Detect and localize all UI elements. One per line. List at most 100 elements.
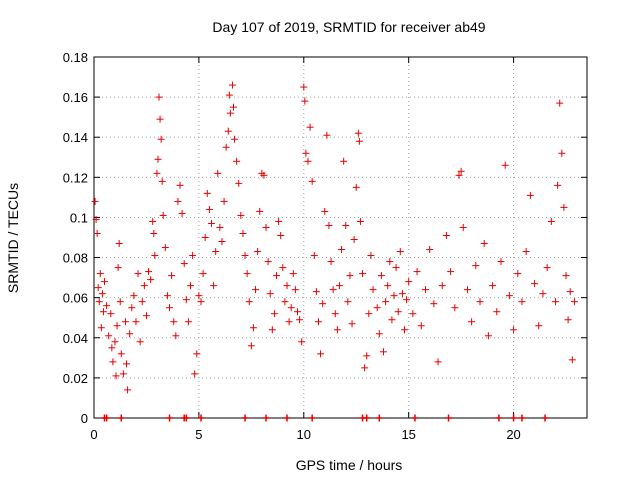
data-point [264,258,272,266]
baseline-marker [518,414,526,422]
data-point [256,207,264,215]
data-point [226,109,234,117]
data-point [329,286,337,294]
data-point [230,103,238,111]
data-point [505,292,513,300]
data-point [156,115,164,123]
baseline-marker [445,414,453,422]
data-points [91,81,578,394]
data-point [210,282,218,290]
data-point [93,229,101,237]
baseline-marker [117,414,125,422]
baseline-marker [262,414,270,422]
data-point [535,322,543,330]
y-tick-label: 0.18 [63,50,88,65]
data-point [212,248,220,256]
data-point [91,197,99,205]
data-point [518,298,526,306]
data-point [225,91,233,99]
data-point [262,223,270,231]
data-point [222,143,230,151]
data-point [327,258,335,266]
data-point [413,268,421,276]
data-point [136,338,144,346]
data-point [476,298,484,306]
data-point [405,278,413,286]
data-point [489,282,497,290]
data-point [514,270,522,278]
data-point [163,292,171,300]
y-tick-label: 0.06 [63,291,88,306]
data-point [117,350,125,358]
data-point [197,298,205,306]
data-point [275,217,283,225]
data-point [367,252,375,260]
data-point [434,358,442,366]
data-point [147,276,155,284]
data-point [239,229,247,237]
data-point [363,352,371,360]
data-point [438,282,446,290]
data-point [191,370,199,378]
data-point [157,135,165,143]
data-point [92,215,100,223]
data-point [231,135,239,143]
grid-lines [94,57,587,418]
data-point [298,338,306,346]
data-point [398,290,406,298]
axis-ticks: 0 0.02 0.04 0.06 0.08 0.1 0.12 0.14 0.16 0.18 0 5 10… [63,50,587,442]
data-point [335,282,343,290]
data-point [220,197,228,205]
data-point [281,298,289,306]
data-point [300,83,308,91]
data-point [409,310,417,318]
data-point [94,284,102,292]
data-point [216,223,224,231]
data-point [95,298,103,306]
baseline-marker [411,414,419,422]
data-point [421,286,429,294]
baseline-marker [541,414,549,422]
data-point [312,288,320,296]
data-point [199,270,207,278]
data-point [356,217,364,225]
data-point [279,264,287,272]
baseline-marker [495,414,503,422]
data-point [142,312,150,320]
data-point [241,252,249,260]
data-point [245,298,253,306]
data-point [182,296,190,304]
data-point [468,318,476,326]
baseline-marker [283,414,291,422]
data-point [174,197,182,205]
y-tick-label: 0.04 [63,331,88,346]
data-point [249,324,257,332]
data-point [184,318,192,326]
data-point [123,360,131,368]
data-point [195,292,203,300]
data-point [159,211,167,219]
data-point [344,298,352,306]
data-point [355,137,363,145]
y-tick-label: 0.14 [63,130,88,145]
data-point [497,258,505,266]
data-point [417,322,425,330]
x-tick-label: 15 [401,427,415,442]
data-point [168,272,176,280]
data-point [346,272,354,280]
baseline-marker [308,414,316,422]
data-point [99,308,107,316]
data-point [237,211,245,219]
data-point [150,229,158,237]
data-point [207,219,215,227]
data-point [112,372,120,380]
data-point [304,157,312,165]
data-point [338,246,346,254]
data-point [105,332,113,340]
data-point [96,270,104,278]
data-point [501,161,509,169]
data-point [134,270,142,278]
data-point [554,181,562,189]
data-point [107,310,115,318]
data-point [270,310,278,318]
